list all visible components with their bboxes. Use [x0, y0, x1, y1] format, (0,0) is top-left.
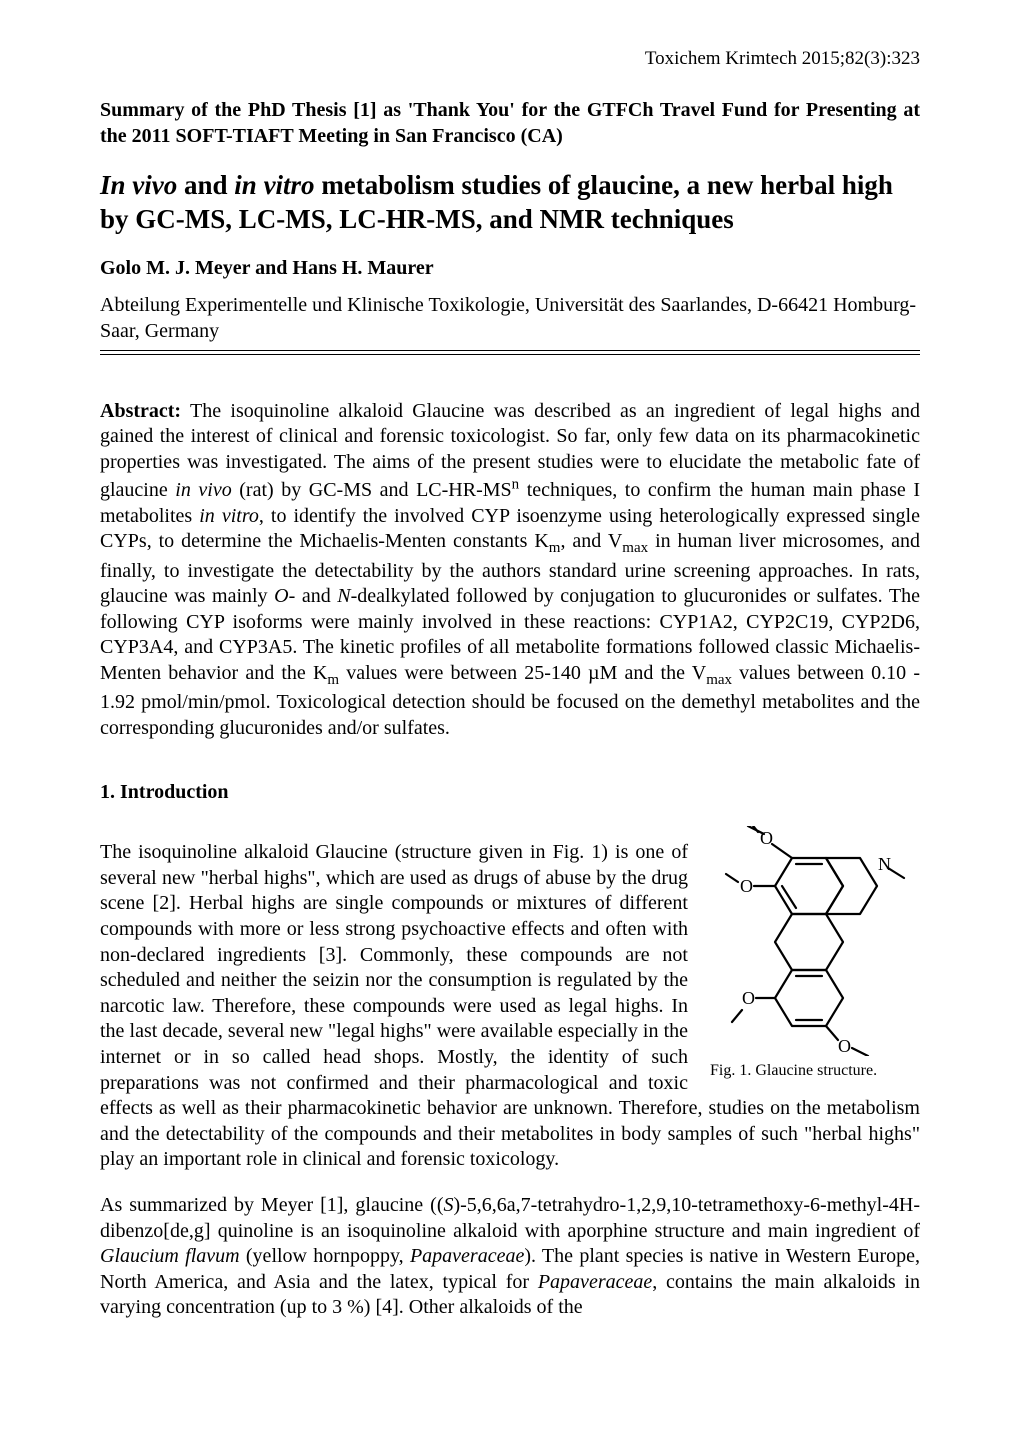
- intro-section: O O N: [100, 820, 920, 1337]
- running-head: Toxichem Krimtech 2015;82(3):323: [100, 48, 920, 70]
- intro-paragraph-2: As summarized by Meyer [1], glaucine ((S…: [100, 1193, 920, 1321]
- svg-text:O: O: [760, 828, 773, 848]
- figure-caption: Fig. 1. Glaucine structure.: [710, 1062, 920, 1080]
- svg-text:O: O: [742, 988, 755, 1008]
- paper-title: In vivo and in vitro metabolism studies …: [100, 169, 920, 237]
- abstract-label: Abstract:: [100, 400, 181, 422]
- svg-text:O: O: [740, 876, 753, 896]
- glaucine-structure-icon: O O N: [720, 826, 910, 1056]
- figure-1: O O N: [710, 826, 920, 1080]
- affiliation: Abteilung Experimentelle und Klinische T…: [100, 292, 920, 344]
- svg-text:O: O: [838, 1036, 851, 1056]
- page: Toxichem Krimtech 2015;82(3):323 Summary…: [0, 0, 1020, 1442]
- section-heading: 1. Introduction: [100, 781, 920, 804]
- abstract-body: The isoquinoline alkaloid Glaucine was d…: [100, 400, 920, 739]
- divider: [100, 350, 920, 355]
- authors: Golo M. J. Meyer and Hans H. Maurer: [100, 257, 920, 280]
- thesis-summary: Summary of the PhD Thesis [1] as 'Thank …: [100, 98, 920, 149]
- abstract: Abstract: The isoquinoline alkaloid Glau…: [100, 399, 920, 742]
- svg-text:N: N: [878, 854, 891, 874]
